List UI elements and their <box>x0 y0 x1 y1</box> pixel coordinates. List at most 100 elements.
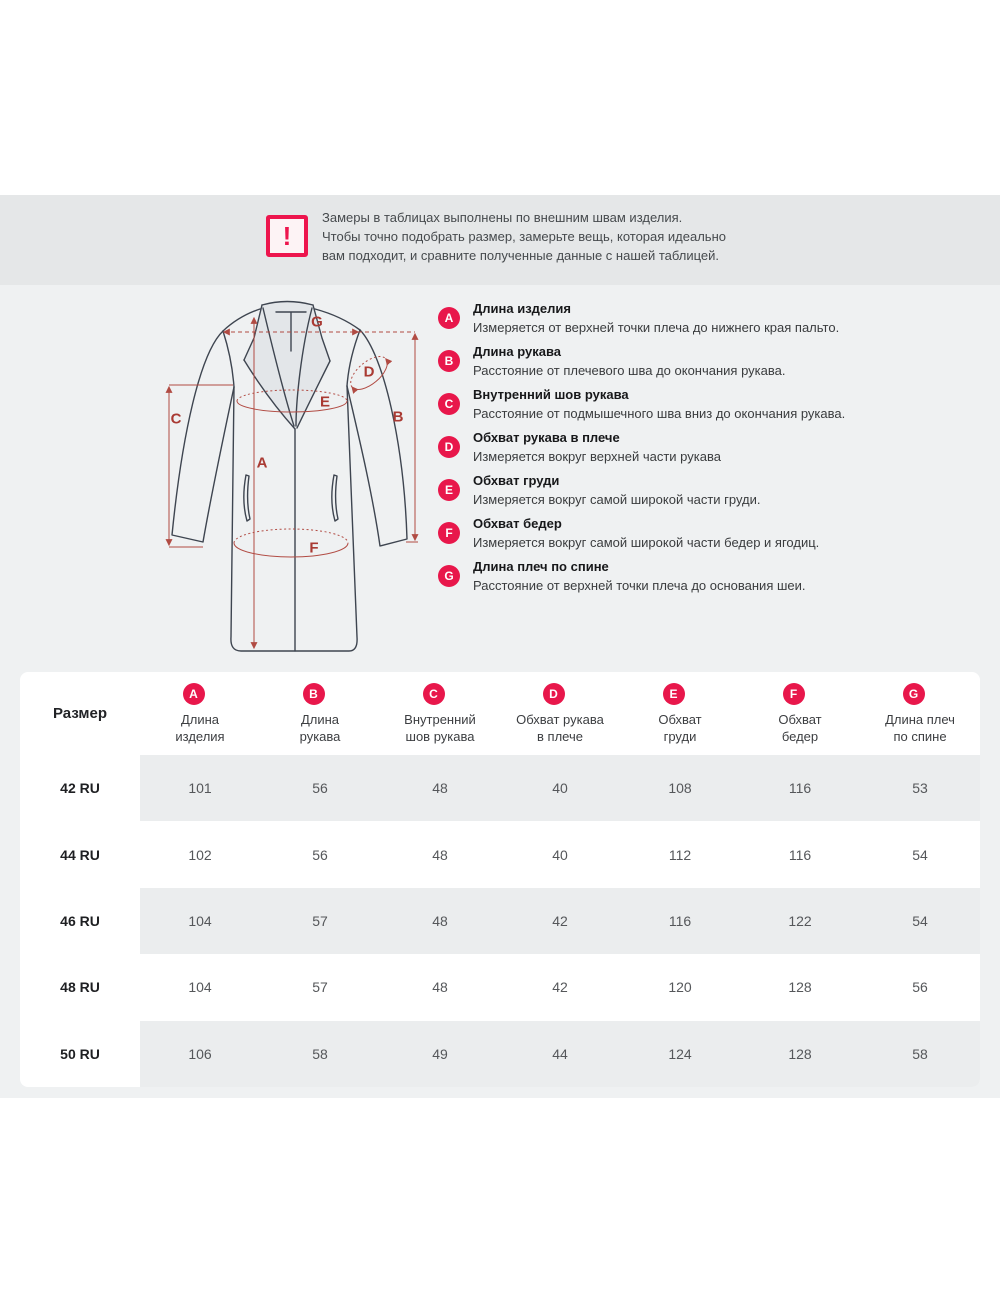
value-cell: 124 <box>620 1020 740 1087</box>
column-header-c: C Внутренний шов рукава <box>380 672 500 755</box>
value-cell: 56 <box>912 979 928 996</box>
column-header-label: Обхват рукава в плече <box>516 712 604 744</box>
measurement-item-e: E Обхват груди Измеряется вокруг самой шир… <box>438 471 994 509</box>
letter-badge: A <box>438 307 460 329</box>
diagram-label-d: D <box>363 363 375 381</box>
measurement-item-c: C Внутренний шов рукава Расстояние от подм… <box>438 385 994 423</box>
letter-badge: G <box>902 683 925 705</box>
notice-line: Чтобы точно подобрать размер, замерьте в… <box>322 229 726 244</box>
measurement-description: Расстояние от плечевого шва до окончания… <box>473 363 786 378</box>
column-header-a: A Длина изделия <box>140 672 260 755</box>
letter-badge: F <box>782 683 805 705</box>
column-header-label: Обхват бедер <box>778 712 822 744</box>
measurement-item-f: F Обхват бедер Измеряется вокруг самой шир… <box>438 514 994 552</box>
value-cell: 40 <box>500 755 620 822</box>
size-column-header: Размер <box>52 705 108 722</box>
letter-badge: C <box>422 683 445 705</box>
measurement-title: Длина изделия <box>473 301 571 316</box>
value-cell: 44 <box>500 1020 620 1087</box>
notice-text: Замеры в таблицах выполнены по внешним ш… <box>322 208 726 265</box>
measurement-description: Измеряется вокруг верхней части рукава <box>473 449 721 464</box>
value-cell: 49 <box>380 1020 500 1087</box>
column-header-b: B Длина рукава <box>260 672 380 755</box>
value-cell: 112 <box>668 846 692 863</box>
value-cell: 56 <box>260 755 380 822</box>
measurement-text: Длина изделия Измеряется от верхней точки… <box>473 299 875 337</box>
column-header-f: F Обхват бедер <box>740 672 860 755</box>
diagram-label-e: E <box>319 393 331 411</box>
value-cell: 57 <box>260 887 380 955</box>
measurement-text: Внутренний шов рукава Расстояние от подмы… <box>473 385 875 423</box>
column-header-d: D Обхват рукава в плече <box>500 672 620 755</box>
size-cell: 48 RU <box>60 979 100 996</box>
value-cell: 54 <box>860 887 980 955</box>
table-row: 46 RU 104 57 48 42 116 122 54 <box>20 887 980 955</box>
notice-line: Замеры в таблицах выполнены по внешним ш… <box>322 210 683 225</box>
letter-badge: C <box>438 393 460 415</box>
letter-badge: B <box>302 683 325 705</box>
size-cell: 46 RU <box>60 913 100 930</box>
value-cell: 106 <box>140 1020 260 1087</box>
measurement-item-g: G Длина плеч по спине Расстояние от верхне… <box>438 557 994 595</box>
diagram-label-c: C <box>170 410 182 428</box>
letter-badge: F <box>438 522 460 544</box>
column-header-g: G Длина плеч по спине <box>860 672 980 755</box>
letter-badge: D <box>542 683 565 705</box>
size-cell: 44 RU <box>60 846 100 863</box>
measurement-item-b: B Длина рукава Расстояние от плечевого шва… <box>438 342 994 380</box>
exclamation-icon: ! <box>266 215 308 257</box>
measurement-description: Расстояние от подмышечного шва вниз до о… <box>473 406 846 421</box>
letter-badge: G <box>438 565 460 587</box>
size-cell: 42 RU <box>60 780 100 797</box>
value-cell: 48 <box>432 979 448 996</box>
diagram-label-a: A <box>256 454 268 472</box>
letter-badge: E <box>438 479 460 501</box>
measurement-title: Обхват рукава в плече <box>473 430 620 445</box>
table-row: 42 RU 101 56 48 40 108 116 53 <box>20 755 980 822</box>
coat-illustration <box>165 300 419 652</box>
measurement-text: Обхват груди Измеряется вокруг самой широ… <box>473 471 875 509</box>
value-cell: 42 <box>552 979 568 996</box>
measurement-description: Измеряется от верхней точки плеча до ниж… <box>473 320 840 335</box>
column-header-label: Обхват груди <box>658 712 702 744</box>
value-cell: 40 <box>552 846 568 863</box>
value-cell: 120 <box>668 979 692 996</box>
measurement-title: Длина рукава <box>473 344 561 359</box>
measurement-item-a: A Длина изделия Измеряется от верхней точк… <box>438 299 994 337</box>
column-header-label: Длина изделия <box>175 712 225 744</box>
measurement-item-d: D Обхват рукава в плече Измеряется вокруг … <box>438 428 994 466</box>
measurement-description: Измеряется вокруг самой широкой части гр… <box>473 492 761 507</box>
measurement-descriptions: A Длина изделия Измеряется от верхней точк… <box>438 299 994 600</box>
value-cell: 128 <box>788 979 812 996</box>
diagram-label-b: B <box>392 408 404 426</box>
size-table-card: Размер A Длина изделия B Длина рукава C Внутр… <box>20 672 980 1087</box>
value-cell: 108 <box>620 755 740 822</box>
measurement-title: Внутренний шов рукава <box>473 387 629 402</box>
value-cell: 42 <box>500 887 620 955</box>
value-cell: 48 <box>380 887 500 955</box>
value-cell: 104 <box>188 979 212 996</box>
column-header-e: E Обхват груди <box>620 672 740 755</box>
exclamation-glyph: ! <box>282 221 292 251</box>
measurement-title: Обхват груди <box>473 473 560 488</box>
value-cell: 57 <box>312 979 328 996</box>
size-table-body: 42 RU 101 56 48 40 108 116 53 44 RU 102 56 48 40 112 1… <box>20 755 980 1087</box>
table-row: 48 RU 104 57 48 42 120 128 56 <box>20 954 980 1020</box>
notice-banner: ! Замеры в таблицах выполнены по внешним… <box>0 195 1000 285</box>
measurement-text: Длина плеч по спине Расстояние от верхней… <box>473 557 875 595</box>
measurement-title: Длина плеч по спине <box>473 559 609 574</box>
measurement-text: Обхват бедер Измеряется вокруг самой широ… <box>473 514 875 552</box>
size-cell: 50 RU <box>60 1045 100 1062</box>
value-cell: 54 <box>912 846 928 863</box>
value-cell: 101 <box>140 755 260 822</box>
value-cell: 53 <box>860 755 980 822</box>
column-header-label: Длина плеч по спине <box>885 712 955 744</box>
measurement-text: Длина рукава Расстояние от плечевого шва … <box>473 342 875 380</box>
measurement-text: Обхват рукава в плече Измеряется вокруг в… <box>473 428 875 466</box>
letter-badge: A <box>182 683 205 705</box>
table-row: 50 RU 106 58 49 44 124 128 58 <box>20 1020 980 1087</box>
measurement-description: Измеряется вокруг самой широкой части бе… <box>473 535 820 550</box>
diagram-label-g: G <box>311 313 323 331</box>
letter-badge: E <box>662 683 685 705</box>
